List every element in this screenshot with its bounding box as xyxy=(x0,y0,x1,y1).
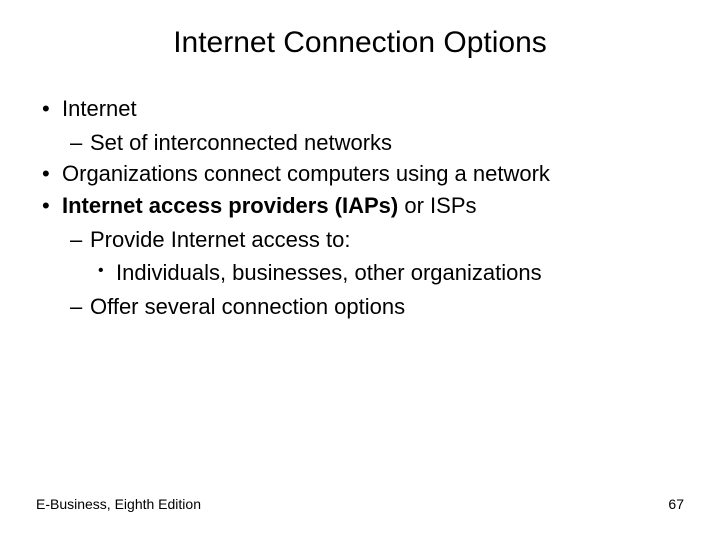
bullet-lvl2: Set of interconnected networks xyxy=(62,128,684,158)
bullet-sublist: Set of interconnected networks xyxy=(62,128,684,158)
bullet-text: Offer several connection options xyxy=(90,294,405,319)
bullet-text: Individuals, businesses, other organizat… xyxy=(116,260,542,285)
bullet-lvl2: Provide Internet access to: Individuals,… xyxy=(62,225,684,288)
slide-footer: E-Business, Eighth Edition 67 xyxy=(36,496,684,512)
footer-left: E-Business, Eighth Edition xyxy=(36,496,201,512)
bullet-lvl2: Offer several connection options xyxy=(62,292,684,322)
slide: Internet Connection Options Internet Set… xyxy=(0,0,720,540)
bullet-text: Provide Internet access to: xyxy=(90,227,350,252)
bullet-lvl1: Internet access providers (IAPs) or ISPs… xyxy=(36,191,684,322)
bullet-text-bold: Internet access providers (IAPs) xyxy=(62,193,398,218)
bullet-lvl1: Internet Set of interconnected networks xyxy=(36,94,684,157)
bullet-lvl1: Organizations connect computers using a … xyxy=(36,159,684,189)
bullet-sublist: Provide Internet access to: Individuals,… xyxy=(62,225,684,322)
footer-page-number: 67 xyxy=(668,496,684,512)
bullet-text: or ISPs xyxy=(398,193,476,218)
slide-title: Internet Connection Options xyxy=(36,26,684,60)
bullet-subsublist: Individuals, businesses, other organizat… xyxy=(90,258,684,288)
bullet-text: Set of interconnected networks xyxy=(90,130,392,155)
bullet-list: Internet Set of interconnected networks … xyxy=(36,94,684,322)
bullet-lvl3: Individuals, businesses, other organizat… xyxy=(90,258,684,288)
bullet-text: Organizations connect computers using a … xyxy=(62,161,550,186)
bullet-text: Internet xyxy=(62,96,137,121)
slide-content: Internet Set of interconnected networks … xyxy=(36,94,684,322)
